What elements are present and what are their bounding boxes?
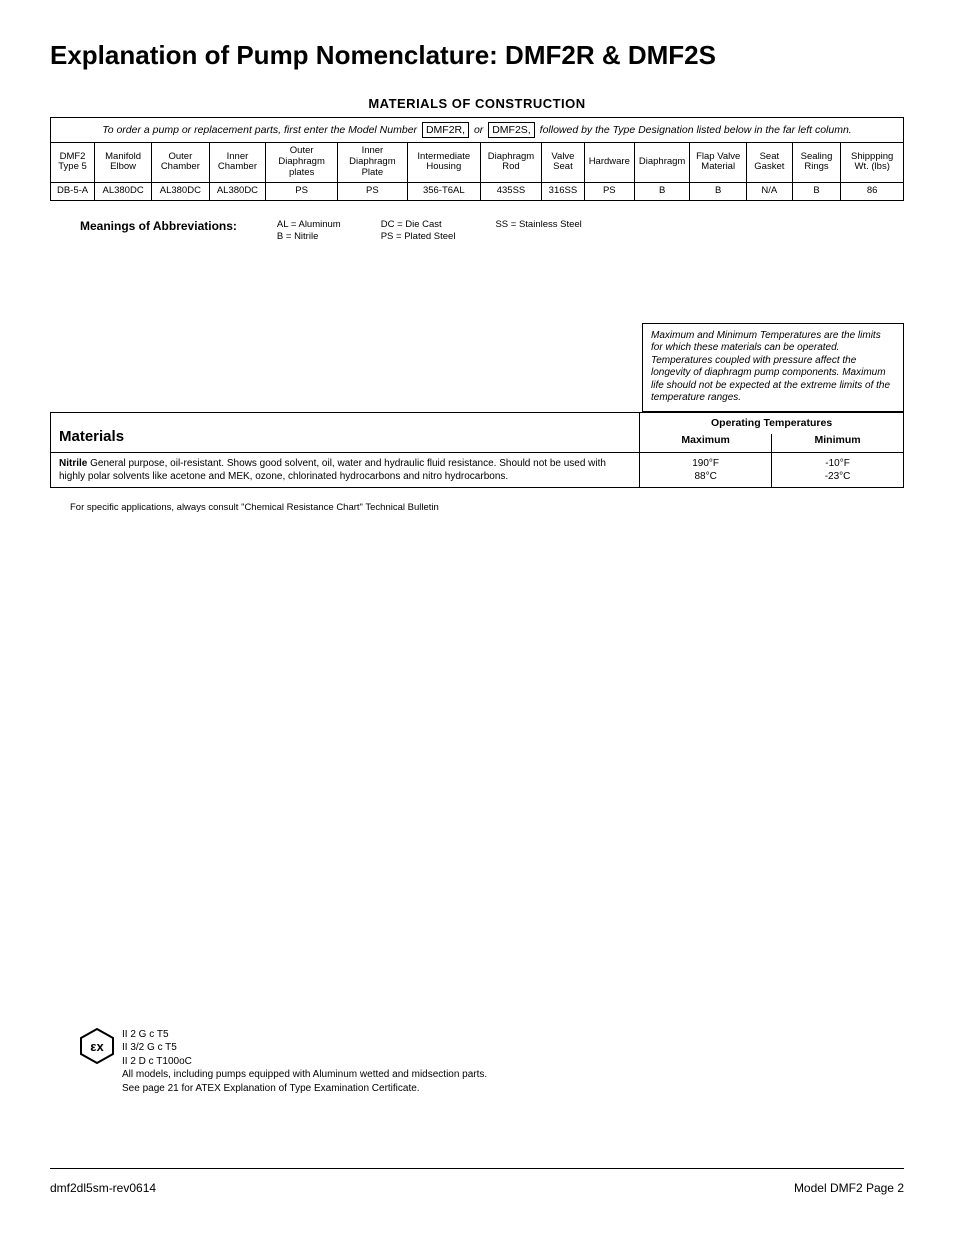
atex-text: II 2 G c T5 II 3/2 G c T5 II 2 D c T100o… xyxy=(122,1028,487,1096)
atex-line: All models, including pumps equipped wit… xyxy=(122,1068,487,1082)
footnote: For specific applications, always consul… xyxy=(70,502,904,513)
atex-line: II 2 G c T5 xyxy=(122,1028,487,1042)
atex-line: See page 21 for ATEX Explanation of Type… xyxy=(122,1082,487,1096)
instruction-row: To order a pump or replacement parts, fi… xyxy=(51,118,904,143)
col-header: Manifold Elbow xyxy=(95,143,152,183)
col-header: Outer Chamber xyxy=(152,143,209,183)
cell: 316SS xyxy=(542,182,584,200)
cell: B xyxy=(792,182,841,200)
abbrev-line: B = Nitrile xyxy=(277,231,341,243)
cell: DB-5-A xyxy=(51,182,95,200)
cell: 356-T6AL xyxy=(407,182,480,200)
col-header: Hardware xyxy=(584,143,634,183)
col-header: Inner Chamber xyxy=(209,143,266,183)
instruction-post: followed by the Type Designation listed … xyxy=(537,124,852,136)
abbrev-block: Meanings of Abbreviations: AL = Aluminum… xyxy=(80,219,904,243)
abbrev-col: AL = Aluminum B = Nitrile xyxy=(277,219,341,243)
atex-line: II 2 D c T100oC xyxy=(122,1055,487,1069)
cell: AL380DC xyxy=(95,182,152,200)
temp-min-header: Minimum xyxy=(772,434,904,452)
min-c: -23°C xyxy=(825,471,851,482)
cell: B xyxy=(690,182,747,200)
construction-data-row: DB-5-A AL380DC AL380DC AL380DC PS PS 356… xyxy=(51,182,904,200)
atex-icon: εx xyxy=(80,1028,114,1064)
abbrev-col: DC = Die Cast PS = Plated Steel xyxy=(381,219,456,243)
col-header: Seat Gasket xyxy=(747,143,793,183)
materials-table: Materials Operating Temperatures Maximum… xyxy=(50,412,904,488)
cell: AL380DC xyxy=(152,182,209,200)
construction-table: To order a pump or replacement parts, fi… xyxy=(50,117,904,201)
cell: PS xyxy=(266,182,338,200)
abbrev-title: Meanings of Abbreviations: xyxy=(80,219,237,243)
material-desc: General purpose, oil-resistant. Shows go… xyxy=(59,458,606,482)
cell: PS xyxy=(584,182,634,200)
materials-header: Materials xyxy=(51,412,640,452)
temp-header: Operating Temperatures xyxy=(640,412,904,434)
abbrev-line: SS = Stainless Steel xyxy=(495,219,581,231)
cell: AL380DC xyxy=(209,182,266,200)
materials-desc-cell: Nitrile General purpose, oil-resistant. … xyxy=(51,452,640,487)
construction-section-title: MATERIALS OF CONSTRUCTION xyxy=(50,96,904,111)
footer-rev: dmf2dl5sm-rev0614 xyxy=(50,1181,156,1195)
temp-max-header: Maximum xyxy=(640,434,772,452)
col-header: Outer Diaphragm plates xyxy=(266,143,338,183)
atex-block: εx II 2 G c T5 II 3/2 G c T5 II 2 D c T1… xyxy=(80,1028,487,1096)
max-temp-cell: 190°F 88°C xyxy=(640,452,772,487)
construction-header-row: DMF2 Type 5 Manifold Elbow Outer Chamber… xyxy=(51,143,904,183)
min-temp-cell: -10°F -23°C xyxy=(772,452,904,487)
col-header: Diaphragm xyxy=(634,143,689,183)
page-title: Explanation of Pump Nomenclature: DMF2R … xyxy=(50,40,904,71)
footer-page: Model DMF2 Page 2 xyxy=(794,1181,904,1195)
cell: 435SS xyxy=(480,182,541,200)
col-header: Inner Diaphragm Plate xyxy=(337,143,407,183)
instruction-box2: DMF2S, xyxy=(488,122,535,138)
instruction-pre: To order a pump or replacement parts, fi… xyxy=(102,124,420,136)
max-f: 190°F xyxy=(692,458,719,469)
col-header: Intermediate Housing xyxy=(407,143,480,183)
abbrev-line: AL = Aluminum xyxy=(277,219,341,231)
abbrev-line: PS = Plated Steel xyxy=(381,231,456,243)
min-f: -10°F xyxy=(825,458,850,469)
cell: B xyxy=(634,182,689,200)
cell: 86 xyxy=(841,182,904,200)
instruction-mid: or xyxy=(471,124,486,136)
svg-text:εx: εx xyxy=(90,1039,104,1054)
page-footer: dmf2dl5sm-rev0614 Model DMF2 Page 2 xyxy=(50,1168,904,1195)
col-header: Flap Valve Material xyxy=(690,143,747,183)
abbrev-line: DC = Die Cast xyxy=(381,219,456,231)
atex-line: II 3/2 G c T5 xyxy=(122,1041,487,1055)
cell: N/A xyxy=(747,182,793,200)
col-header: Diaphragm Rod xyxy=(480,143,541,183)
abbrev-col: SS = Stainless Steel xyxy=(495,219,581,243)
material-name: Nitrile xyxy=(59,458,87,469)
cell: PS xyxy=(337,182,407,200)
col-header: Valve Seat xyxy=(542,143,584,183)
temperature-note: Maximum and Minimum Temperatures are the… xyxy=(642,323,904,412)
max-c: 88°C xyxy=(694,471,716,482)
col-header: Sealing Rings xyxy=(792,143,841,183)
col-header: Shippping Wt. (lbs) xyxy=(841,143,904,183)
materials-row: Nitrile General purpose, oil-resistant. … xyxy=(51,452,904,487)
instruction-box1: DMF2R, xyxy=(422,122,469,138)
col-header: DMF2 Type 5 xyxy=(51,143,95,183)
